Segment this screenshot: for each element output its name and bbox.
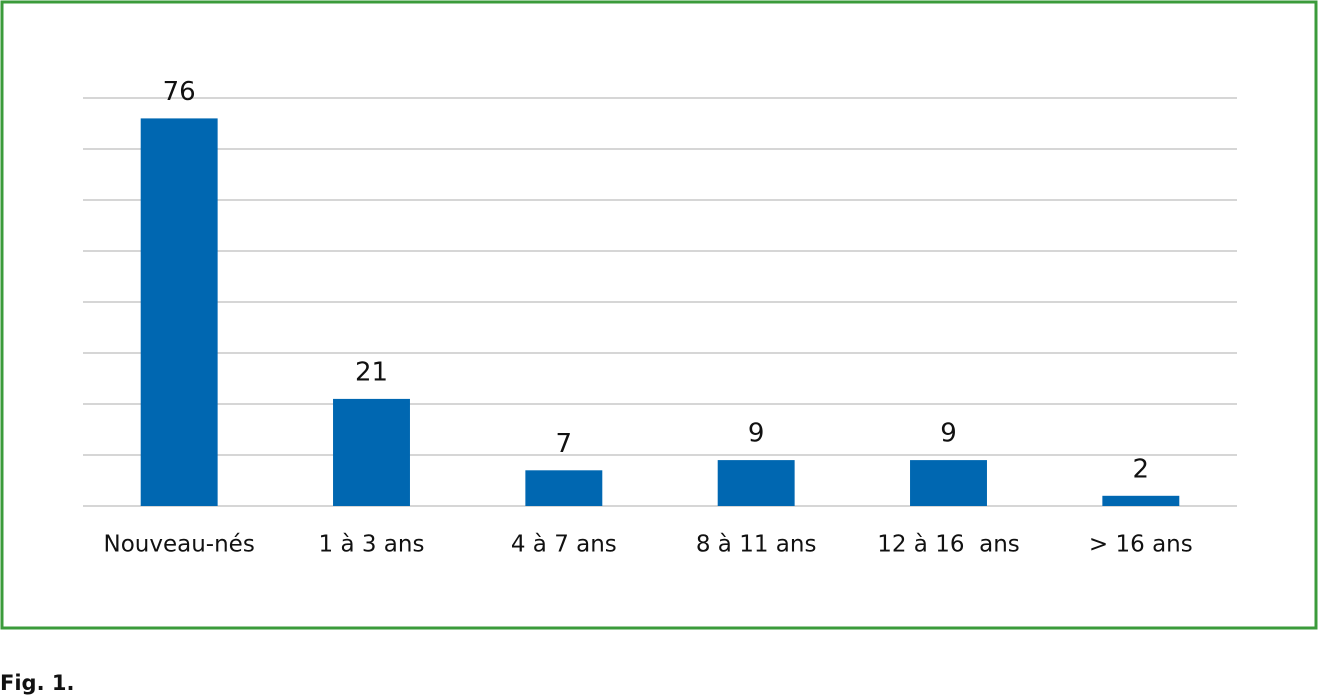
- x-tick-label: Nouveau-nés: [104, 532, 255, 558]
- bar: [140, 118, 218, 507]
- bar: [1102, 495, 1180, 506]
- bar: [910, 460, 987, 506]
- value-label: 9: [748, 419, 765, 449]
- bar: [333, 398, 410, 506]
- x-tick-label: 1 à 3 ans: [319, 532, 425, 558]
- x-tick-label: > 16 ans: [1089, 532, 1193, 558]
- x-tick-label: 4 à 7 ans: [511, 532, 617, 558]
- bar: [525, 470, 603, 506]
- x-tick-label: 12 à 16 ans: [877, 532, 1020, 558]
- caption: Fig. 1.: [0, 671, 74, 695]
- bar: [717, 460, 795, 506]
- value-label: 21: [355, 357, 388, 387]
- value-label: 2: [1133, 454, 1150, 484]
- frame: [0, 0, 1318, 630]
- value-label: 9: [940, 419, 957, 449]
- x-tick-label: 8 à 11 ans: [696, 532, 817, 558]
- value-label: 7: [556, 429, 573, 459]
- value-label: 76: [163, 77, 196, 107]
